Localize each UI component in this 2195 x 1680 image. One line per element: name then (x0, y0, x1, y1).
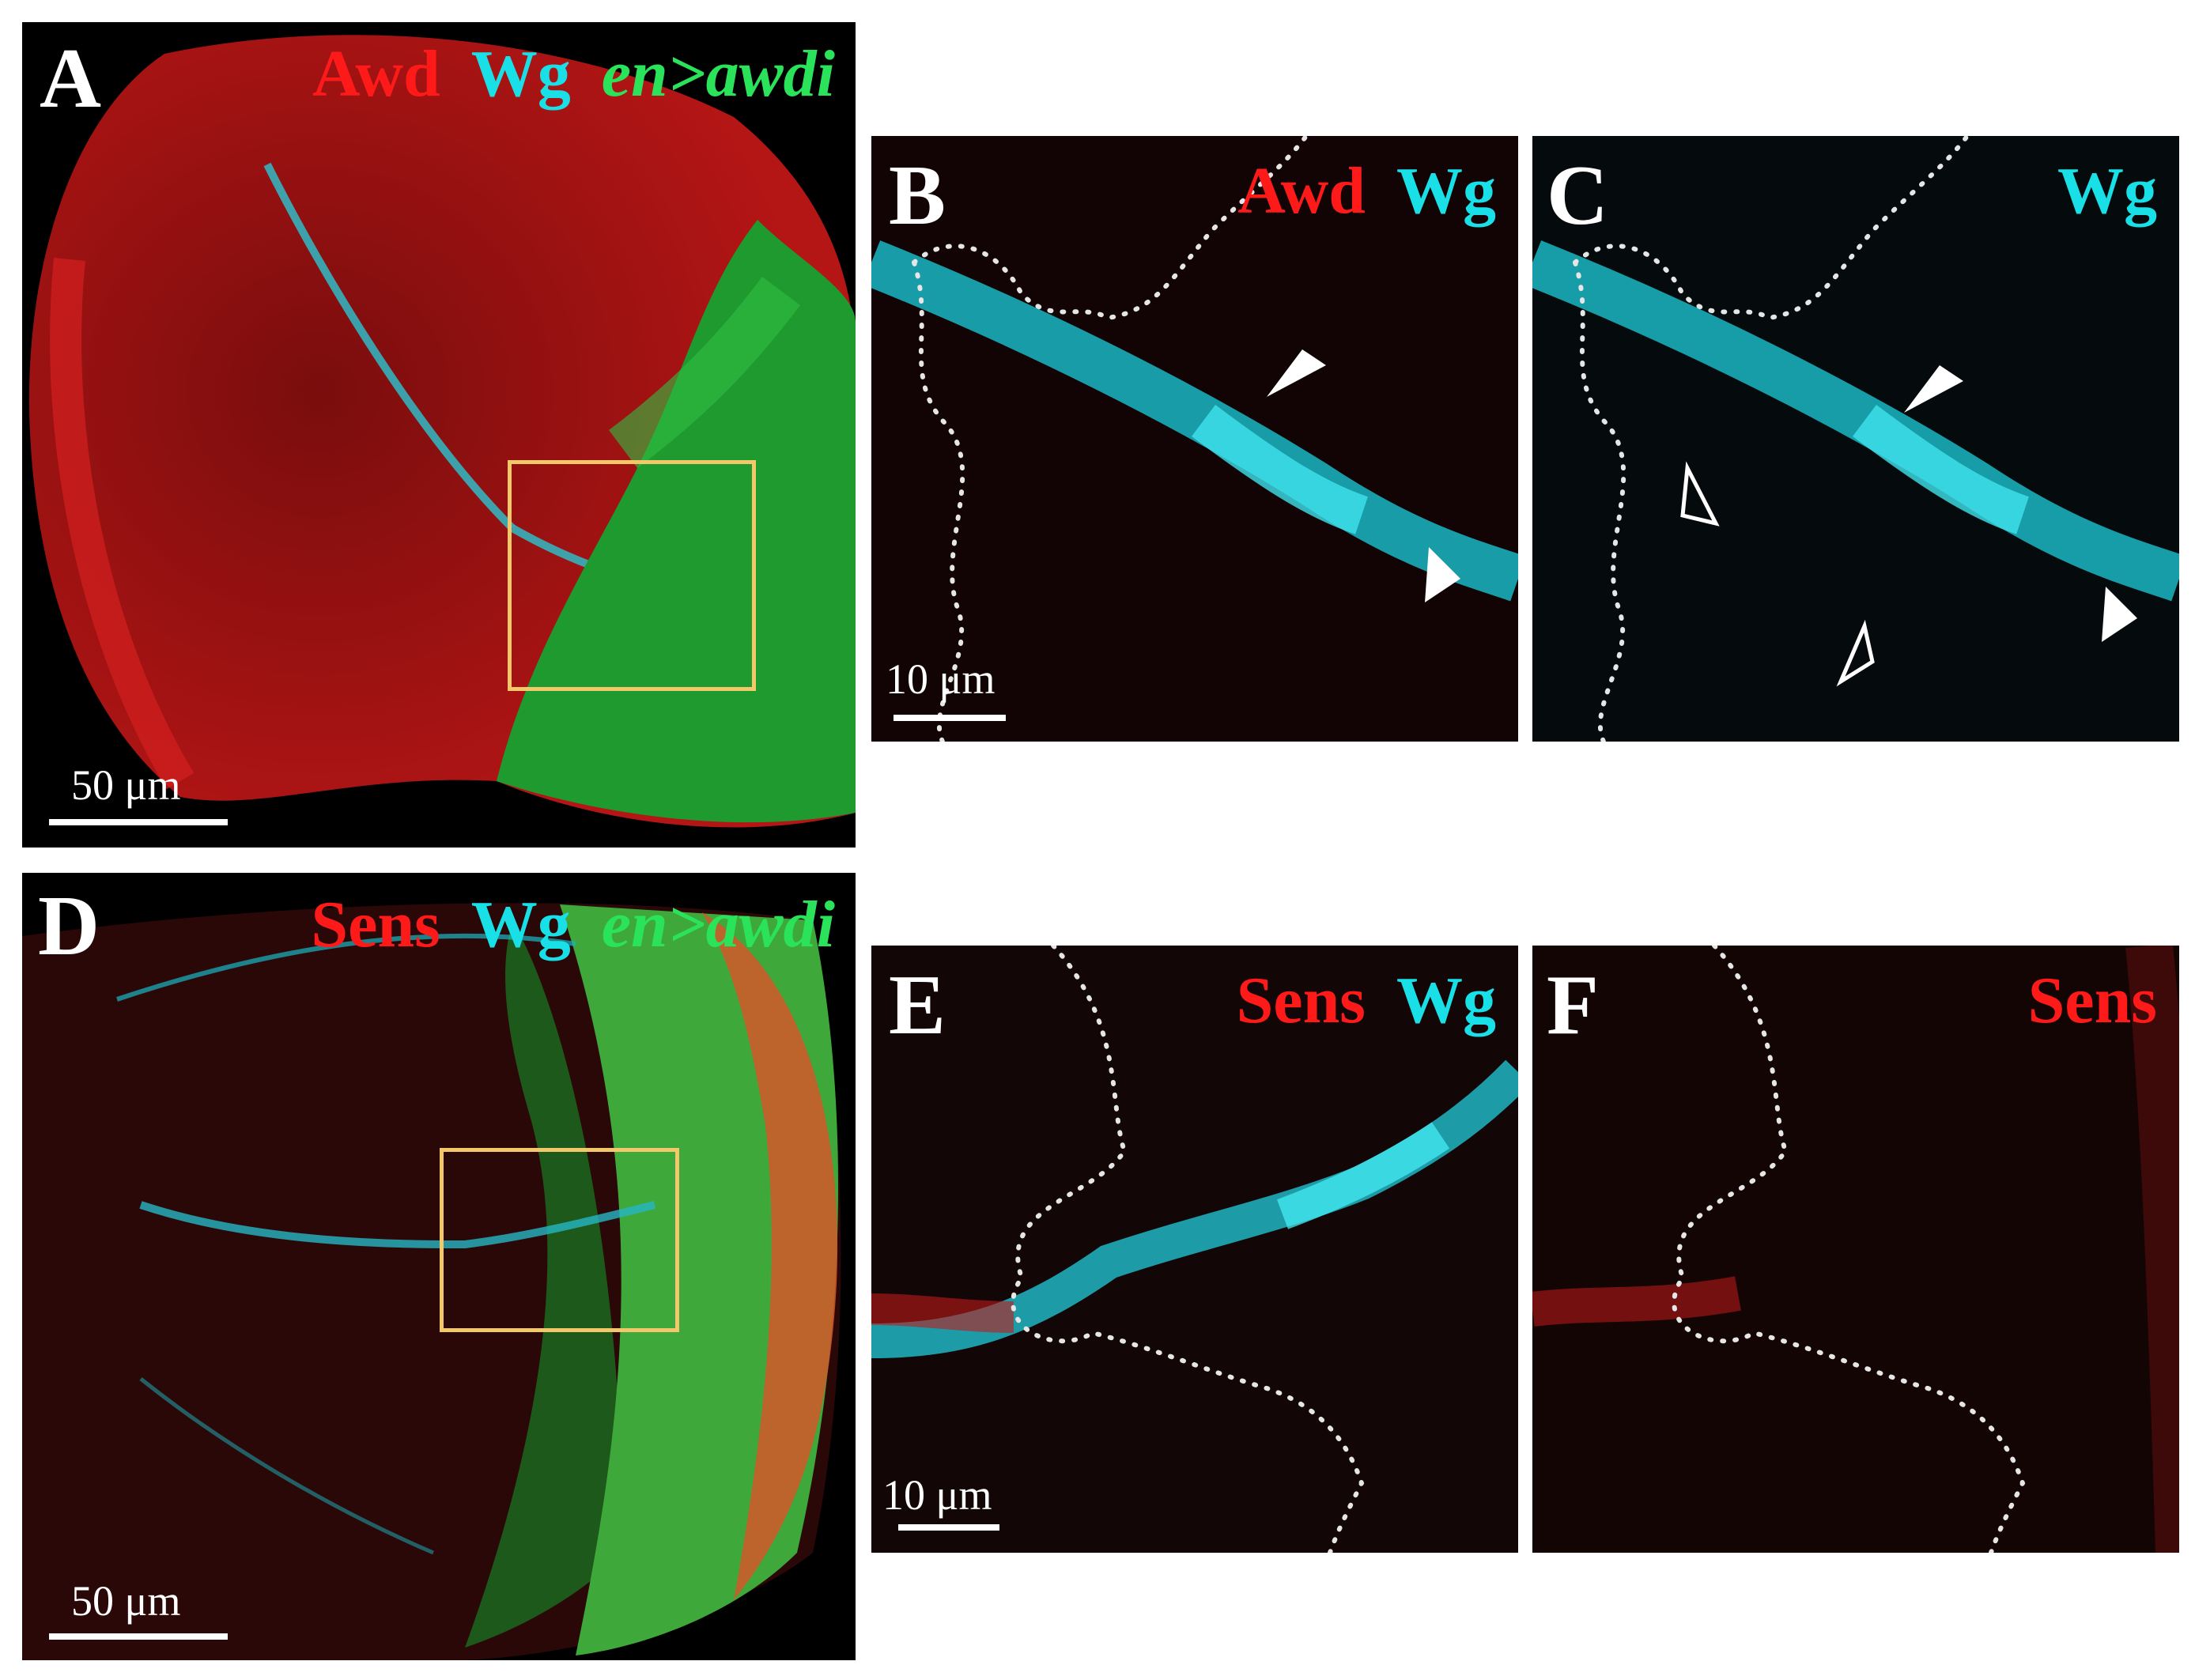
label-sens: Sens (1236, 964, 1366, 1037)
scale-bar (893, 715, 1006, 721)
label-awd: Awd (312, 37, 440, 111)
micrograph-c (1532, 136, 2179, 742)
scale-label: 10 μm (882, 1471, 992, 1519)
zoom-region-box (508, 460, 756, 691)
micrograph-d (22, 903, 841, 1660)
label-sens: Sens (2027, 964, 2157, 1037)
micrograph-e (871, 946, 1518, 1553)
label-en-awdi: en>awdi (601, 37, 835, 111)
panel-letter: B (889, 149, 946, 243)
label-wg: Wg (1396, 154, 1496, 228)
panel-label: Awd Wg en>awdi (298, 41, 835, 108)
zoom-region-box (440, 1148, 679, 1332)
micrograph-a (28, 35, 856, 828)
panel-label: Sens (2014, 968, 2157, 1034)
scale-label: 50 μm (71, 761, 181, 809)
scale-bar (49, 819, 228, 825)
panel-letter: D (38, 879, 100, 973)
micrograph-b (871, 136, 1518, 742)
panel-letter: A (40, 32, 101, 126)
label-wg: Wg (2057, 154, 2157, 228)
label-awd: Awd (1237, 154, 1366, 228)
panel-letter: F (1547, 958, 1599, 1052)
panel-e: E Sens Wg 10 μm (871, 946, 1518, 1553)
panel-a: A Awd Wg en>awdi 50 μm (22, 22, 856, 848)
label-wg: Wg (1396, 964, 1496, 1037)
label-en-awdi: en>awdi (601, 888, 835, 961)
scale-bar (898, 1524, 999, 1531)
panel-label: Sens Wg en>awdi (297, 892, 835, 958)
label-wg: Wg (470, 37, 571, 111)
micrograph-f (1532, 946, 2179, 1553)
label-wg: Wg (470, 888, 571, 961)
panel-d: D Sens Wg en>awdi 50 μm (22, 873, 856, 1660)
label-sens: Sens (311, 888, 440, 961)
panel-label: Wg (2043, 158, 2157, 225)
panel-label: Awd Wg (1223, 158, 1496, 225)
scale-label: 10 μm (886, 655, 995, 703)
panel-f: F Sens (1532, 946, 2179, 1553)
scale-label: 50 μm (71, 1577, 181, 1625)
panel-label: Sens Wg (1222, 968, 1496, 1034)
panel-letter: E (889, 958, 946, 1052)
scale-bar (49, 1633, 228, 1640)
panel-c: C Wg (1532, 136, 2179, 742)
panel-letter: C (1547, 149, 1608, 243)
panel-b: B Awd Wg 10 μm (871, 136, 1518, 742)
